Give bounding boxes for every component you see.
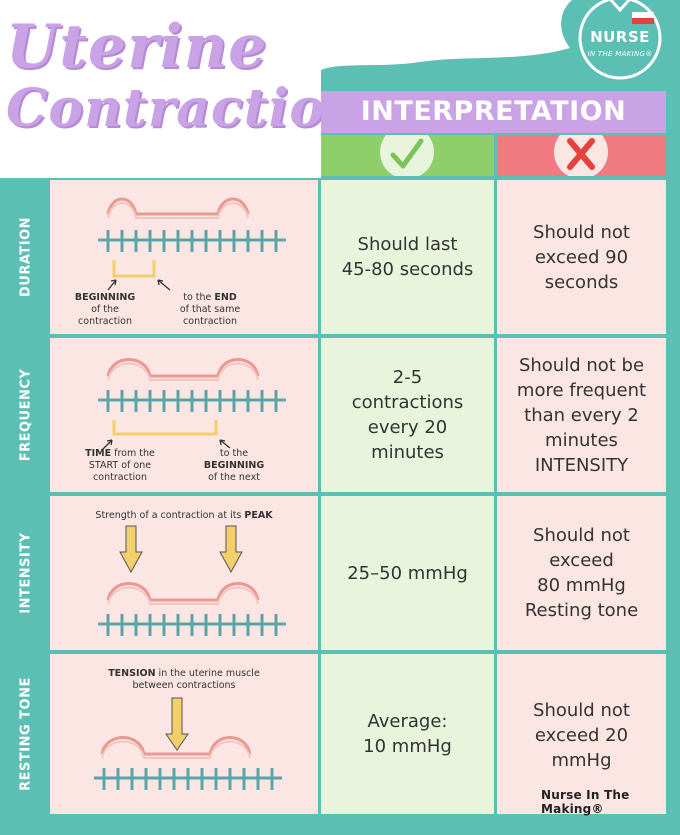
duration-note-right: to the END of that same contraction <box>179 292 241 327</box>
resting-tone-diagram: TENSION in the uterine muscle between co… <box>50 654 318 814</box>
duration-strip-graphic <box>98 197 286 291</box>
resting-tone-abnormal-cell: Should not exceed 20 mmHg <box>497 654 666 814</box>
abnormal-header <box>497 125 666 179</box>
frequency-abnormal-cell: Should not be more frequent than every 2… <box>497 338 666 492</box>
normal-header <box>321 125 494 179</box>
row-label-frequency: FREQUENCY <box>4 338 48 492</box>
intensity-note-top: Strength of a contraction at its PEAK <box>95 510 273 521</box>
logo-text-nurse: NURSE <box>590 28 650 46</box>
row-label-duration: DURATION <box>4 180 48 334</box>
resting-tone-strip-graphic <box>94 697 282 790</box>
duration-abnormal-cell: Should not exceed 90 seconds <box>497 180 666 334</box>
logo-text-subtitle: IN THE MAKING® <box>587 50 653 58</box>
interpretation-header: INTERPRETATION <box>321 91 666 133</box>
title-line-1: Uterine <box>6 12 268 82</box>
intensity-normal-cell: 25–50 mmHg <box>321 496 494 650</box>
duration-diagram: BEGINNING of the contraction to the END … <box>50 180 318 334</box>
frequency-note-left: TIME from the START of one contraction <box>85 448 155 483</box>
frequency-strip-graphic <box>98 358 286 451</box>
header-white-area <box>0 0 572 178</box>
duration-note-left: BEGINNING of the contraction <box>74 292 136 327</box>
check-icon <box>380 125 434 179</box>
x-icon <box>554 125 608 179</box>
intensity-diagram: Strength of a contraction at its PEAK <box>50 496 318 650</box>
duration-normal-cell: Should last 45-80 seconds <box>321 180 494 334</box>
intensity-strip-graphic <box>98 525 286 636</box>
row-label-resting-tone: RESTING TONE <box>4 654 48 814</box>
row-label-intensity: INTENSITY <box>4 496 48 650</box>
frequency-normal-cell: 2-5 contractions every 20 minutes <box>321 338 494 492</box>
intensity-abnormal-cell: Should not exceed 80 mmHg Resting tone <box>497 496 666 650</box>
frequency-diagram: TIME from the START of one contraction t… <box>50 338 318 492</box>
nurse-logo <box>578 0 662 80</box>
resting-tone-normal-cell: Average: 10 mmHg <box>321 654 494 814</box>
frequency-note-right: to the BEGINNING of the next <box>203 448 265 483</box>
resting-tone-note-top: TENSION in the uterine muscle between co… <box>108 668 260 691</box>
signature: Nurse In The Making® <box>541 788 630 816</box>
